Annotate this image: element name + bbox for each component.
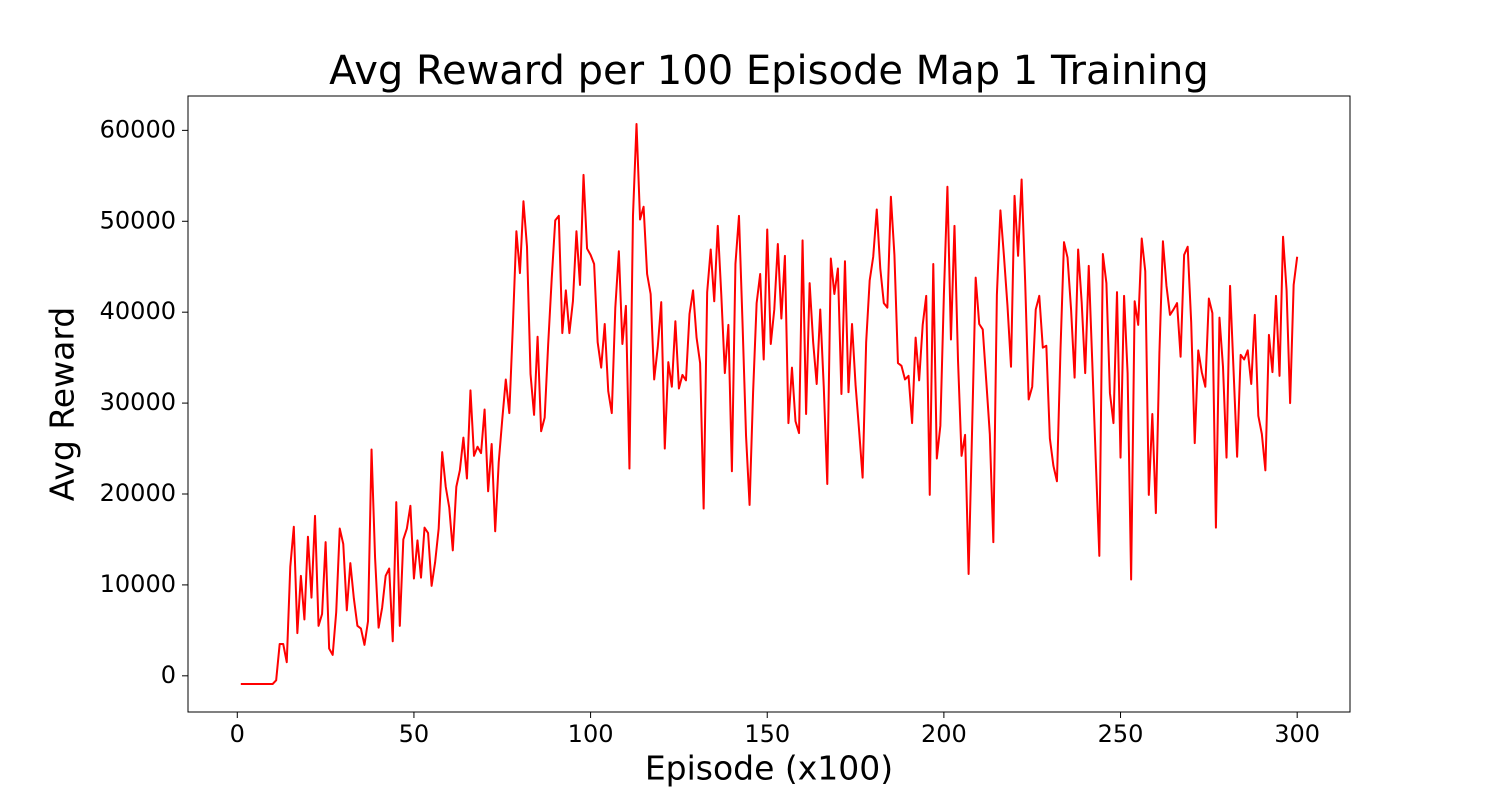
x-tick-label: 250: [1098, 720, 1144, 748]
x-tick-label: 100: [568, 720, 614, 748]
y-tick-label: 10000: [100, 570, 176, 598]
x-tick-label: 150: [744, 720, 790, 748]
y-tick-label: 50000: [100, 206, 176, 234]
data-line: [240, 123, 1299, 685]
x-axis-label: Episode (x100): [645, 749, 893, 788]
y-axis-label: Avg Reward: [43, 307, 82, 502]
x-tick-label: 0: [230, 720, 245, 748]
chart-title: Avg Reward per 100 Episode Map 1 Trainin…: [329, 48, 1209, 94]
y-tick-label: 20000: [100, 479, 176, 507]
plot-frame: [187, 95, 1351, 713]
y-tick-label: 60000: [100, 115, 176, 143]
y-tick-label: 0: [161, 661, 176, 689]
y-tick-label: 30000: [100, 388, 176, 416]
x-tick-label: 50: [399, 720, 430, 748]
x-tick-label: 300: [1274, 720, 1320, 748]
y-tick-label: 40000: [100, 297, 176, 325]
x-tick-label: 200: [921, 720, 967, 748]
